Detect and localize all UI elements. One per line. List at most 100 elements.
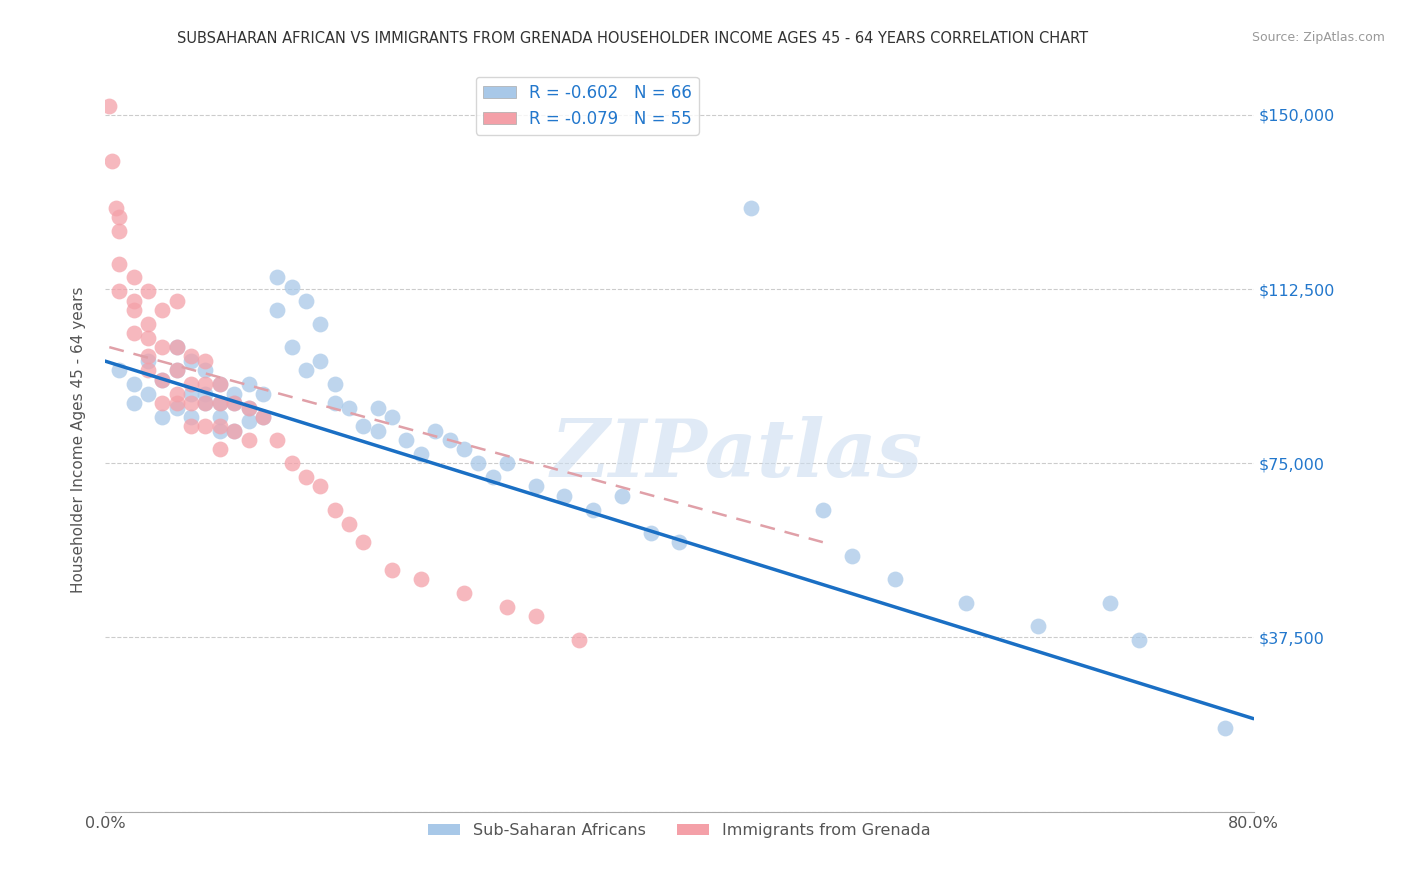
Point bbox=[180, 419, 202, 434]
Point bbox=[582, 502, 605, 516]
Point bbox=[122, 377, 145, 392]
Point bbox=[122, 293, 145, 308]
Point bbox=[841, 549, 863, 563]
Point bbox=[524, 479, 547, 493]
Point bbox=[367, 401, 389, 415]
Point bbox=[439, 433, 461, 447]
Point bbox=[323, 396, 346, 410]
Point bbox=[1098, 596, 1121, 610]
Point bbox=[640, 525, 662, 540]
Point bbox=[740, 201, 762, 215]
Point bbox=[811, 502, 834, 516]
Point bbox=[224, 424, 246, 438]
Point bbox=[136, 350, 159, 364]
Point bbox=[224, 396, 246, 410]
Point bbox=[352, 535, 374, 549]
Point bbox=[136, 354, 159, 368]
Point bbox=[295, 363, 318, 377]
Point bbox=[208, 442, 231, 457]
Point bbox=[610, 489, 633, 503]
Point bbox=[481, 470, 503, 484]
Point bbox=[98, 98, 121, 112]
Point bbox=[883, 572, 905, 586]
Point bbox=[295, 293, 318, 308]
Point bbox=[136, 331, 159, 345]
Point bbox=[208, 377, 231, 392]
Point bbox=[395, 433, 418, 447]
Point bbox=[108, 363, 131, 377]
Legend: Sub-Saharan Africans, Immigrants from Grenada: Sub-Saharan Africans, Immigrants from Gr… bbox=[422, 817, 936, 845]
Point bbox=[122, 270, 145, 285]
Point bbox=[668, 535, 690, 549]
Point bbox=[381, 563, 404, 577]
Point bbox=[166, 386, 188, 401]
Point bbox=[224, 386, 246, 401]
Point bbox=[180, 386, 202, 401]
Point bbox=[280, 340, 302, 354]
Text: Source: ZipAtlas.com: Source: ZipAtlas.com bbox=[1251, 31, 1385, 45]
Point bbox=[323, 502, 346, 516]
Point bbox=[166, 363, 188, 377]
Point bbox=[166, 340, 188, 354]
Point bbox=[568, 632, 591, 647]
Point bbox=[180, 409, 202, 424]
Point bbox=[409, 447, 432, 461]
Point bbox=[152, 340, 174, 354]
Point bbox=[453, 442, 475, 457]
Point bbox=[180, 354, 202, 368]
Point bbox=[252, 386, 274, 401]
Point bbox=[280, 280, 302, 294]
Point bbox=[122, 303, 145, 318]
Text: SUBSAHARAN AFRICAN VS IMMIGRANTS FROM GRENADA HOUSEHOLDER INCOME AGES 45 - 64 YE: SUBSAHARAN AFRICAN VS IMMIGRANTS FROM GR… bbox=[177, 31, 1088, 46]
Point bbox=[136, 285, 159, 299]
Point bbox=[194, 377, 217, 392]
Point bbox=[166, 363, 188, 377]
Point bbox=[180, 350, 202, 364]
Point bbox=[425, 424, 447, 438]
Point bbox=[266, 270, 288, 285]
Point bbox=[194, 363, 217, 377]
Point bbox=[496, 456, 519, 470]
Point bbox=[309, 354, 332, 368]
Point bbox=[337, 516, 360, 531]
Point bbox=[136, 363, 159, 377]
Point bbox=[136, 386, 159, 401]
Point bbox=[496, 600, 519, 615]
Point bbox=[337, 401, 360, 415]
Point bbox=[152, 396, 174, 410]
Point bbox=[238, 401, 260, 415]
Point bbox=[295, 470, 318, 484]
Point bbox=[108, 224, 131, 238]
Point bbox=[955, 596, 977, 610]
Point bbox=[166, 401, 188, 415]
Point bbox=[224, 424, 246, 438]
Point bbox=[280, 456, 302, 470]
Point bbox=[252, 409, 274, 424]
Text: ZIPatlas: ZIPatlas bbox=[551, 417, 922, 493]
Point bbox=[122, 396, 145, 410]
Point bbox=[309, 317, 332, 331]
Point bbox=[166, 340, 188, 354]
Point bbox=[194, 386, 217, 401]
Point bbox=[208, 396, 231, 410]
Point bbox=[352, 419, 374, 434]
Point bbox=[1213, 721, 1236, 735]
Point bbox=[105, 201, 128, 215]
Point bbox=[108, 210, 131, 224]
Point bbox=[309, 479, 332, 493]
Point bbox=[266, 433, 288, 447]
Point bbox=[122, 326, 145, 341]
Point bbox=[409, 572, 432, 586]
Point bbox=[238, 414, 260, 428]
Point bbox=[367, 424, 389, 438]
Point bbox=[180, 396, 202, 410]
Point bbox=[194, 354, 217, 368]
Point bbox=[381, 409, 404, 424]
Point bbox=[238, 401, 260, 415]
Point bbox=[166, 396, 188, 410]
Point bbox=[101, 154, 124, 169]
Point bbox=[553, 489, 575, 503]
Point bbox=[208, 409, 231, 424]
Point bbox=[1026, 619, 1049, 633]
Point bbox=[108, 256, 131, 270]
